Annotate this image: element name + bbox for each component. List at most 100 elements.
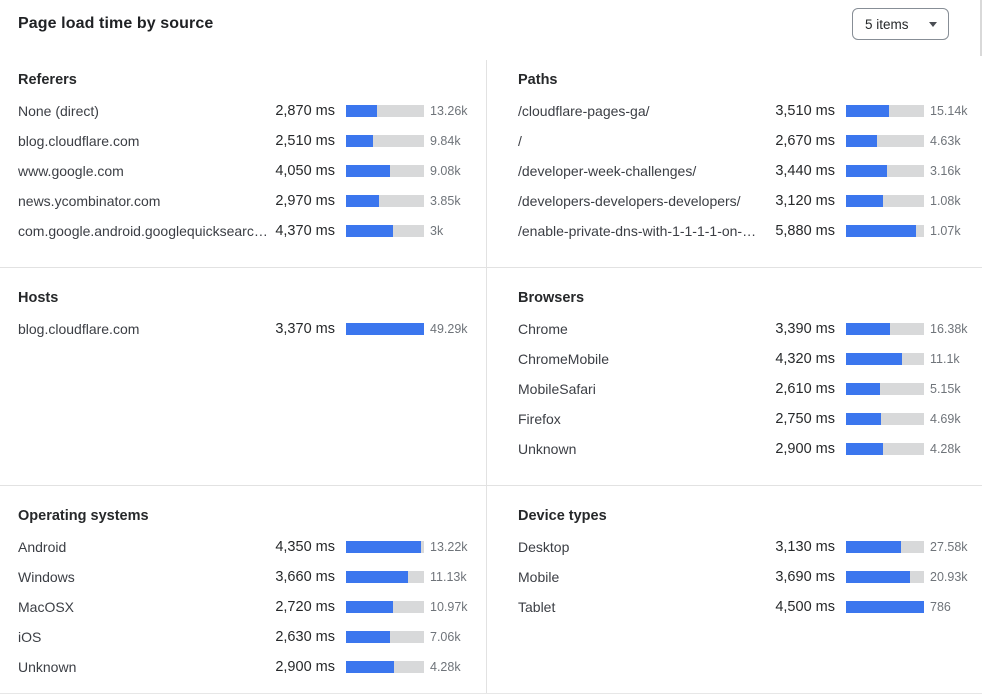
row-bar-track bbox=[846, 165, 924, 177]
row-label: Desktop bbox=[518, 539, 570, 555]
row-load-time: 3,130 ms bbox=[775, 539, 835, 555]
row-count: 5.15k bbox=[930, 382, 961, 396]
row-label: Unknown bbox=[518, 441, 577, 457]
section-rows: None (direct) 2,870 ms 13.26k blog.cloudfla… bbox=[18, 96, 470, 246]
row-bar-fill bbox=[346, 631, 391, 643]
row-count: 9.08k bbox=[430, 164, 461, 178]
row-bar-fill bbox=[846, 135, 878, 147]
row-bar-track bbox=[846, 323, 924, 335]
row-count: 11.1k bbox=[930, 352, 960, 366]
section-title: Device types bbox=[518, 508, 607, 524]
section-rows: Desktop 3,130 ms 27.58k Mobile 3,690 ms 20.93… bbox=[518, 532, 970, 622]
list-item[interactable]: com.google.android.googlequicksearc… 4,37… bbox=[18, 216, 470, 246]
section-paths: Paths /cloudflare-pages-ga/3,510 ms 15.14… bbox=[486, 60, 982, 267]
row-label: news.ycombinator.com bbox=[18, 193, 161, 209]
row-bar-track bbox=[846, 195, 924, 207]
list-item[interactable]: / 2,670 ms 4.63k bbox=[518, 126, 970, 156]
row-count: 786 bbox=[930, 600, 951, 614]
section-title: Paths bbox=[518, 72, 558, 88]
row-label: / bbox=[518, 133, 522, 149]
row-load-time: 2,750 ms bbox=[775, 411, 835, 427]
row-label: /developer-week-challenges/ bbox=[518, 163, 697, 179]
row-bar-track bbox=[846, 135, 924, 147]
row-bar-track bbox=[846, 383, 924, 395]
section-referers: Referers None (direct) 2,870 ms 13.26k blog… bbox=[0, 60, 486, 267]
row-bar-track bbox=[846, 413, 924, 425]
row-bar-fill bbox=[846, 571, 910, 583]
list-item[interactable]: Firefox 2,750 ms 4.69k bbox=[518, 404, 970, 434]
row-bar-fill bbox=[346, 323, 424, 335]
row-load-time: 2,670 ms bbox=[775, 133, 835, 149]
row-bar-fill bbox=[846, 541, 902, 553]
row-bar-fill bbox=[846, 353, 903, 365]
items-count-select[interactable]: 5 items bbox=[852, 8, 949, 40]
row-bar-fill bbox=[846, 601, 924, 613]
row-bar-track bbox=[846, 601, 924, 613]
row-bar-fill bbox=[846, 413, 882, 425]
row-load-time: 4,050 ms bbox=[275, 163, 335, 179]
row-count: 1.08k bbox=[930, 194, 961, 208]
row-bar-track bbox=[346, 135, 424, 147]
list-item[interactable]: iOS 2,630 ms 7.06k bbox=[18, 622, 470, 652]
list-item[interactable]: Unknown 2,900 ms 4.28k bbox=[18, 652, 470, 682]
row-load-time: 2,900 ms bbox=[775, 441, 835, 457]
row-bar-fill bbox=[846, 225, 917, 237]
row-label: blog.cloudflare.com bbox=[18, 321, 140, 337]
card-header: Page load time by source 5 items bbox=[0, 0, 982, 60]
list-item[interactable]: Desktop 3,130 ms 27.58k bbox=[518, 532, 970, 562]
list-item[interactable]: Android 4,350 ms 13.22k bbox=[18, 532, 470, 562]
list-item[interactable]: ChromeMobile 4,320 ms 11.1k bbox=[518, 344, 970, 374]
section-browsers: Browsers Chrome 3,390 ms 16.38k ChromeMobil… bbox=[486, 267, 982, 485]
list-item[interactable]: MobileSafari 2,610 ms 5.15k bbox=[518, 374, 970, 404]
section-rows: Chrome 3,390 ms 16.38k ChromeMobile 4,320 ms… bbox=[518, 314, 970, 464]
row-bar-fill bbox=[346, 195, 379, 207]
list-item[interactable]: Chrome 3,390 ms 16.38k bbox=[518, 314, 970, 344]
list-item[interactable]: www.google.com 4,050 ms 9.08k bbox=[18, 156, 470, 186]
list-item[interactable]: Unknown 2,900 ms 4.28k bbox=[518, 434, 970, 464]
list-item[interactable]: /developer-week-challenges/3,440 ms 3.16k bbox=[518, 156, 970, 186]
list-item[interactable]: blog.cloudflare.com 2,510 ms 9.84k bbox=[18, 126, 470, 156]
row-label: Chrome bbox=[518, 321, 568, 337]
row-label: Firefox bbox=[518, 411, 561, 427]
row-count: 3.85k bbox=[430, 194, 461, 208]
row-load-time: 3,370 ms bbox=[275, 321, 335, 337]
row-count: 49.29k bbox=[430, 322, 468, 336]
row-count: 16.38k bbox=[930, 322, 968, 336]
list-item[interactable]: news.ycombinator.com 2,970 ms 3.85k bbox=[18, 186, 470, 216]
row-label: None (direct) bbox=[18, 103, 99, 119]
row-count: 15.14k bbox=[930, 104, 968, 118]
row-bar-track bbox=[346, 225, 424, 237]
list-item[interactable]: /developers-developers-developers/3,120 … bbox=[518, 186, 970, 216]
row-load-time: 2,510 ms bbox=[275, 133, 335, 149]
row-bar-track bbox=[846, 541, 924, 553]
list-item[interactable]: MacOSX 2,720 ms 10.97k bbox=[18, 592, 470, 622]
row-label: iOS bbox=[18, 629, 42, 645]
row-bar-track bbox=[346, 541, 424, 553]
section-hosts: Hosts blog.cloudflare.com 3,370 ms 49.29k bbox=[0, 267, 486, 485]
list-item[interactable]: /enable-private-dns-with-1-1-1-1-on-… 5,8… bbox=[518, 216, 970, 246]
list-item[interactable]: None (direct) 2,870 ms 13.26k bbox=[18, 96, 470, 126]
page-title: Page load time by source bbox=[18, 15, 214, 32]
list-item[interactable]: Tablet 4,500 ms 786 bbox=[518, 592, 970, 622]
row-bar-track bbox=[846, 353, 924, 365]
row-load-time: 2,630 ms bbox=[275, 629, 335, 645]
section-rows: /cloudflare-pages-ga/3,510 ms 15.14k / 2,67… bbox=[518, 96, 970, 246]
row-load-time: 2,970 ms bbox=[275, 193, 335, 209]
row-count: 27.58k bbox=[930, 540, 968, 554]
row-load-time: 3,660 ms bbox=[275, 569, 335, 585]
section-operating-systems: Operating systems Android 4,350 ms 13.22k W… bbox=[0, 485, 486, 693]
row-bar-track bbox=[346, 195, 424, 207]
row-bar-track bbox=[846, 443, 924, 455]
scrollbar[interactable] bbox=[980, 0, 982, 56]
row-count: 4.28k bbox=[430, 660, 461, 674]
list-item[interactable]: /cloudflare-pages-ga/3,510 ms 15.14k bbox=[518, 96, 970, 126]
row-bar-track bbox=[346, 105, 424, 117]
list-item[interactable]: Mobile 3,690 ms 20.93k bbox=[518, 562, 970, 592]
list-item[interactable]: Windows 3,660 ms 11.13k bbox=[18, 562, 470, 592]
row-label: Windows bbox=[18, 569, 75, 585]
row-load-time: 3,440 ms bbox=[775, 163, 835, 179]
row-bar-track bbox=[346, 323, 424, 335]
row-label: MobileSafari bbox=[518, 381, 596, 397]
row-label: Tablet bbox=[518, 599, 556, 615]
list-item[interactable]: blog.cloudflare.com 3,370 ms 49.29k bbox=[18, 314, 470, 344]
